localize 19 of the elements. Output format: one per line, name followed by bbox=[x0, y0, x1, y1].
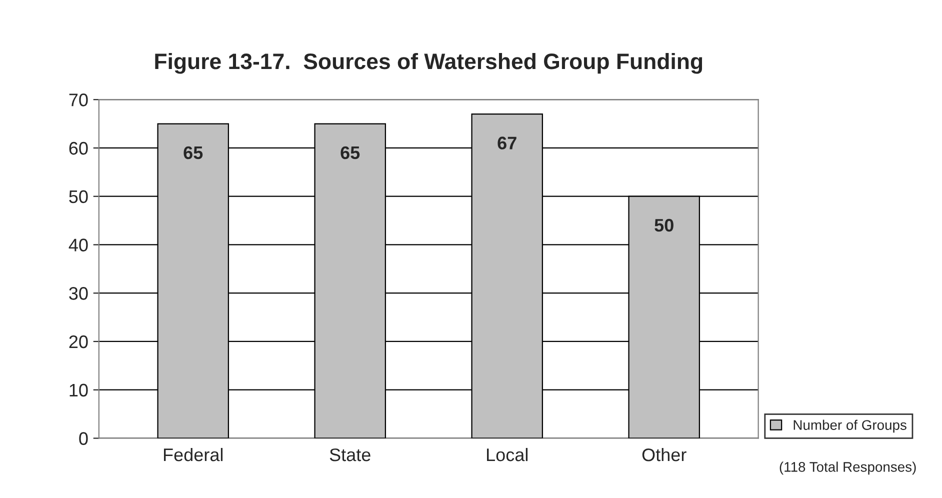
data-label: 65 bbox=[184, 146, 203, 160]
y-tick-label: 10 bbox=[70, 384, 88, 397]
y-tick-label: 40 bbox=[68, 238, 88, 252]
chart-title: Figure 13-17. Sources of Watershed Group Funding bbox=[155, 52, 702, 74]
data-label: 65 bbox=[340, 146, 360, 160]
x-tick-label: Local bbox=[487, 448, 528, 462]
y-tick-label: 70 bbox=[69, 94, 88, 106]
x-tick-label: State bbox=[330, 448, 370, 462]
y-tick-label: 20 bbox=[69, 335, 88, 348]
text: (118 Total Responses) bbox=[780, 462, 916, 475]
y-tick-label: 50 bbox=[69, 190, 88, 204]
y-tick-label: 30 bbox=[69, 287, 88, 300]
data-label: 67 bbox=[498, 136, 516, 150]
x-tick-label: Federal bbox=[164, 448, 223, 462]
y-tick-label: 0 bbox=[79, 432, 88, 445]
x-tick-label: Other bbox=[642, 448, 686, 462]
y-tick-label: 60 bbox=[69, 142, 88, 155]
legend-label: Number of Groups bbox=[794, 420, 906, 433]
data-label: 50 bbox=[654, 218, 674, 232]
